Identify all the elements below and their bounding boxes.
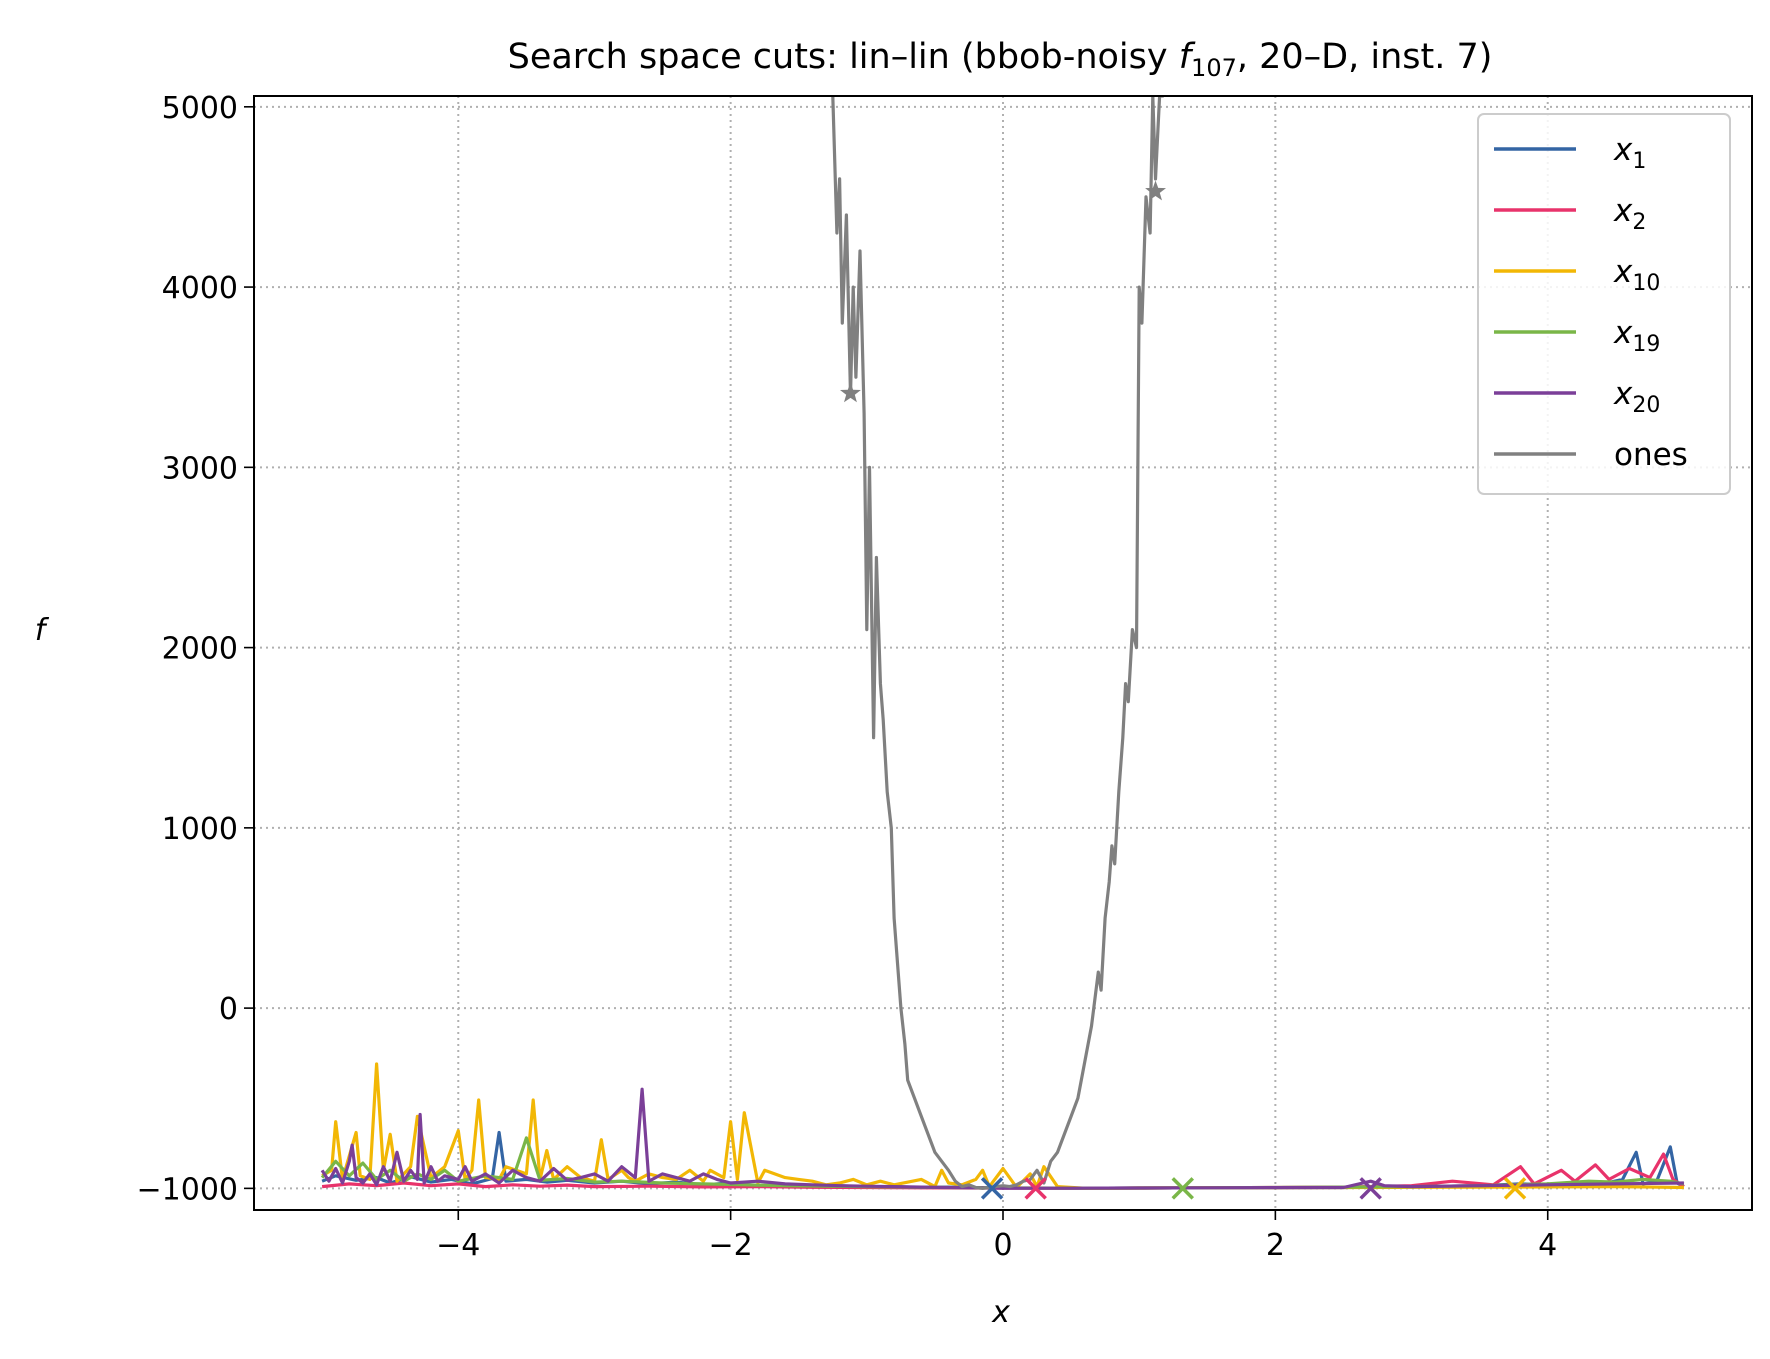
axes-frame: [253, 95, 1753, 1211]
legend-label-ones: ones: [1614, 437, 1688, 473]
marker-stroke-b: [1503, 1177, 1527, 1200]
star-marker-6: [1145, 180, 1166, 201]
marker-stroke-b: [1171, 1177, 1194, 1200]
y-tick-label-0: −1000: [137, 1172, 238, 1207]
star-marker-5: [840, 382, 861, 403]
x-tick-label-0: −4: [436, 1228, 480, 1263]
series-group: [320, 96, 1685, 1191]
optimum-x-marker-2: [1171, 1177, 1194, 1200]
y-tick-label-5: 4000: [162, 271, 238, 306]
optimum-x-marker-4: [1503, 1177, 1527, 1200]
optimum-x-marker-0: [980, 1177, 1004, 1200]
y-tick-label-4: 3000: [162, 451, 238, 486]
legend-label-x2: x2: [1613, 193, 1646, 235]
legend-label-x10: x10: [1613, 254, 1660, 296]
series-line-x20: [320, 1087, 1684, 1190]
title-prefix: Search space cuts: lin–lin (bbob-noisy: [508, 37, 1179, 77]
legend-label-x1: x1: [1613, 132, 1646, 174]
legend-box: [1477, 113, 1731, 495]
marker-stroke-b: [980, 1177, 1004, 1200]
chart-title: Search space cuts: lin–lin (bbob-noisy f…: [508, 37, 1493, 82]
x-tick-label-2: 0: [993, 1228, 1012, 1263]
title-suffix: , 20–D, inst. 7): [1237, 37, 1493, 77]
y-tick-label-6: 5000: [162, 91, 238, 126]
title-func-subscript: 107: [1191, 54, 1237, 82]
optimum-x-marker-1: [1024, 1177, 1047, 1200]
y-tick-label-1: 0: [219, 992, 238, 1027]
x-axis-label: x: [991, 1295, 1010, 1330]
x-tick-label-3: 2: [1266, 1228, 1285, 1263]
legend-label-x19: x19: [1613, 315, 1660, 357]
y-tick-label-3: 2000: [162, 632, 238, 667]
optimum-x-marker-3: [1359, 1177, 1382, 1200]
x-tick-label-1: −2: [709, 1228, 753, 1263]
x-tick-label-4: 4: [1538, 1228, 1557, 1263]
legend: x1 x2 x10 x19 x20 ones: [1477, 113, 1731, 495]
marker-stroke-b: [1359, 1177, 1382, 1200]
y-tick-label-2: 1000: [162, 812, 238, 847]
marker-stroke-b: [1024, 1177, 1047, 1200]
legend-label-x20: x20: [1613, 376, 1660, 418]
